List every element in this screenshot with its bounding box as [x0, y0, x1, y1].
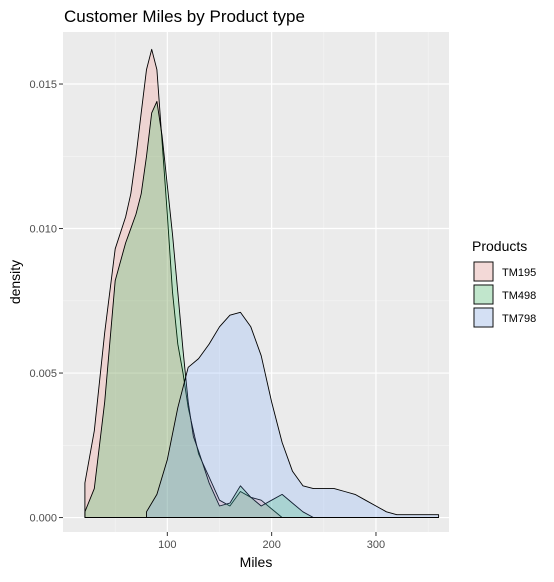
- density-area-tm195: [84, 48, 283, 518]
- legend-swatch-tm798: [473, 307, 494, 328]
- grid-minor: [63, 32, 449, 532]
- density-series: [84, 48, 440, 518]
- x-tick-label: 200: [262, 539, 280, 551]
- x-axis: 100 200 300: [158, 532, 385, 551]
- legend: Products TM195 TM498 TM798: [472, 238, 536, 328]
- legend-key-bg: [473, 284, 494, 305]
- legend-key-bg: [473, 307, 494, 328]
- y-tick-label: 0.005: [29, 368, 57, 380]
- y-axis: 0.000 0.005 0.010 0.015: [29, 79, 63, 525]
- legend-title: Products: [472, 238, 527, 254]
- legend-swatch-tm498: [473, 284, 494, 305]
- y-tick-label: 0.015: [29, 79, 57, 91]
- chart-title: Customer Miles by Product type: [64, 7, 305, 26]
- legend-label: TM195: [502, 267, 536, 279]
- y-tick-label: 0.000: [29, 513, 57, 525]
- x-tick-label: 100: [158, 539, 176, 551]
- density-area-tm498: [84, 100, 314, 518]
- y-tick-label: 0.010: [29, 224, 57, 236]
- legend-label: TM798: [502, 313, 536, 325]
- legend-swatch-tm195: [473, 261, 494, 282]
- x-tick-label: 300: [367, 539, 385, 551]
- legend-label: TM498: [502, 290, 536, 302]
- legend-key-bg: [473, 261, 494, 282]
- plot-panel: [63, 32, 449, 532]
- density-area-tm798: [146, 311, 440, 518]
- x-axis-label: Miles: [240, 554, 273, 570]
- y-axis-label: density: [7, 260, 23, 304]
